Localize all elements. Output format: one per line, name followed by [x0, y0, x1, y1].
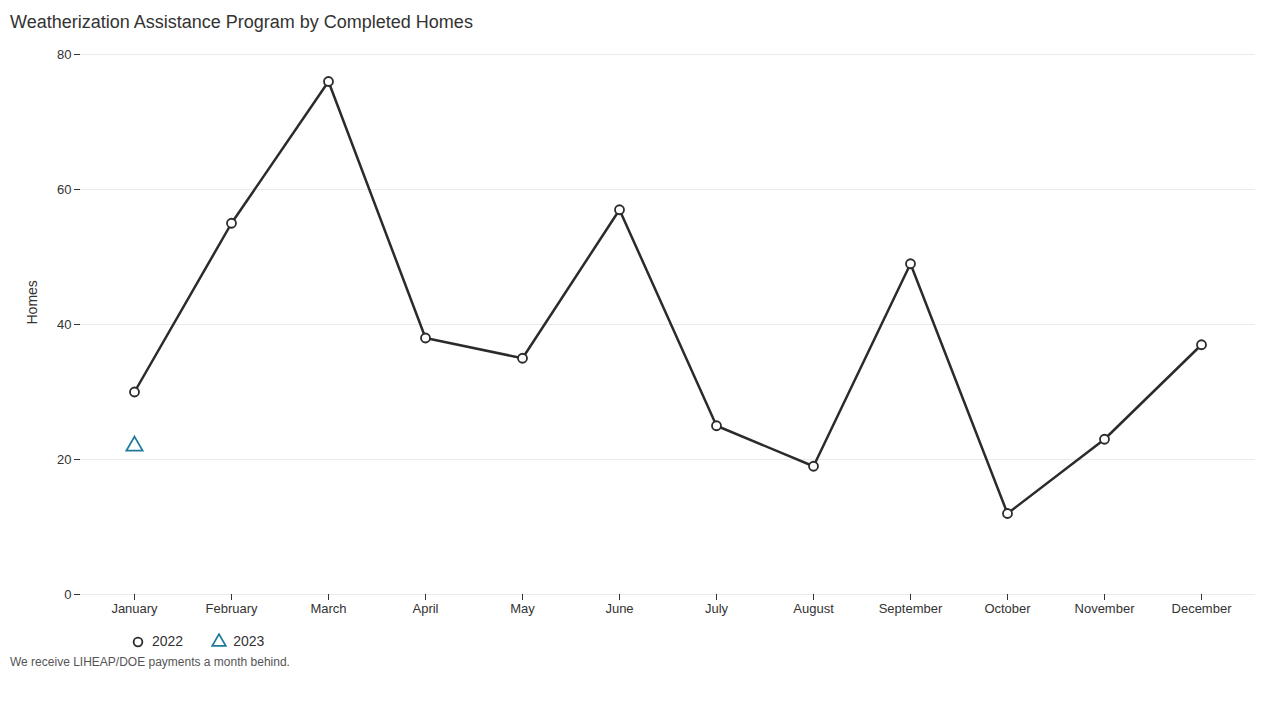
- svg-text:20: 20: [57, 452, 71, 467]
- svg-text:February: February: [205, 601, 258, 616]
- svg-text:60: 60: [57, 182, 71, 197]
- svg-text:September: September: [879, 601, 943, 616]
- svg-text:May: May: [510, 601, 535, 616]
- svg-text:80: 80: [57, 47, 71, 62]
- svg-text:April: April: [412, 601, 438, 616]
- svg-text:0: 0: [64, 587, 71, 602]
- svg-text:December: December: [1172, 601, 1233, 616]
- svg-text:40: 40: [57, 317, 71, 332]
- svg-text:November: November: [1075, 601, 1136, 616]
- html-text:2022: 2022: [152, 633, 184, 649]
- html-text:2023: 2023: [233, 633, 265, 649]
- svg-text:August: August: [793, 601, 834, 616]
- html-text:Weatherization Assistance Prog: Weatherization Assistance Program by Com…: [10, 12, 473, 32]
- svg-text:July: July: [705, 601, 729, 616]
- svg-text:Homes: Homes: [24, 280, 40, 324]
- svg-text:March: March: [310, 601, 346, 616]
- html-text:We receive LIHEAP/DOE payments: We receive LIHEAP/DOE payments a month b…: [10, 655, 290, 669]
- svg-text:June: June: [605, 601, 633, 616]
- svg-text:January: January: [111, 601, 158, 616]
- svg-text:October: October: [984, 601, 1031, 616]
